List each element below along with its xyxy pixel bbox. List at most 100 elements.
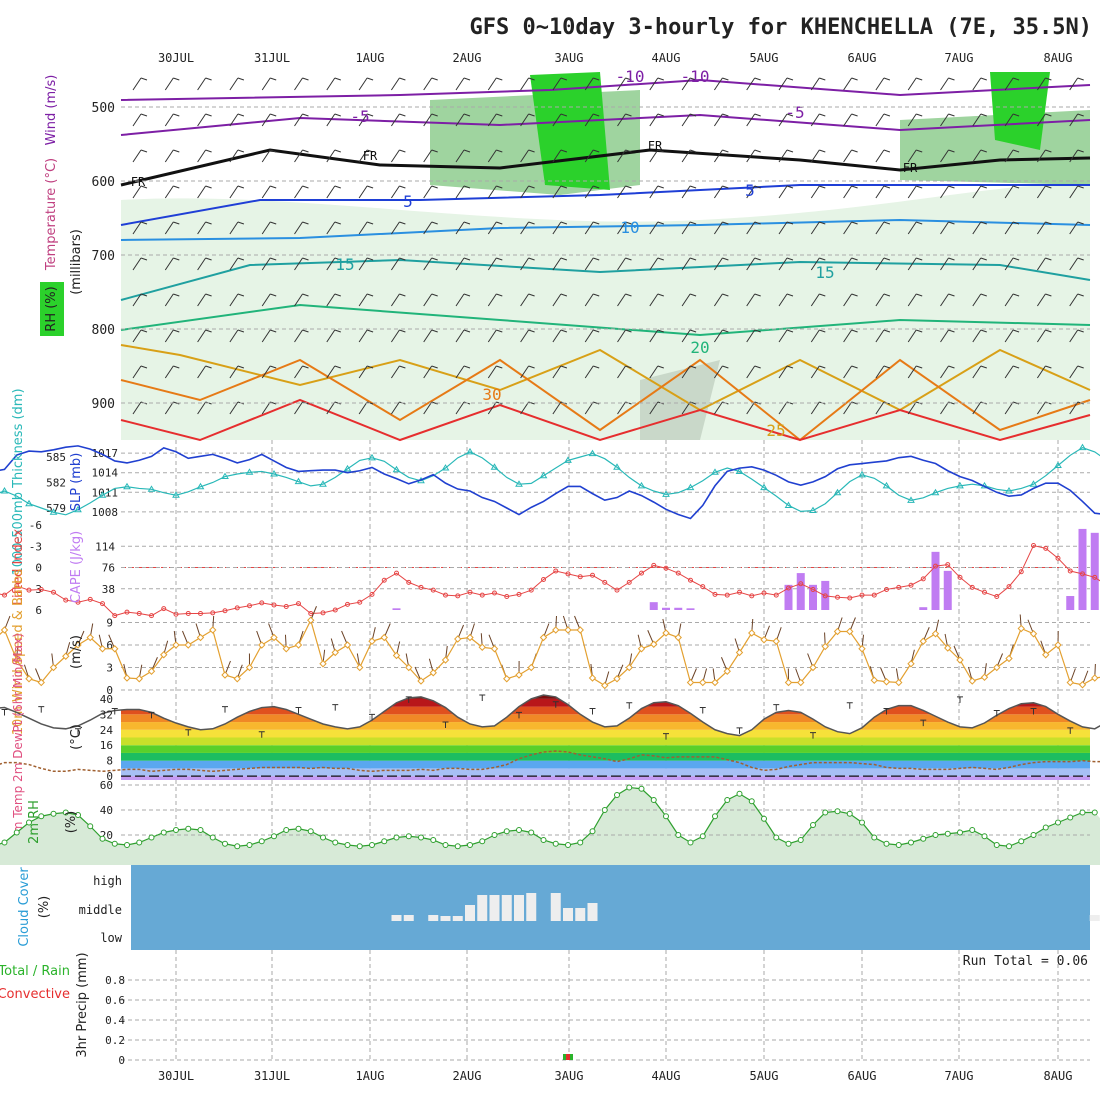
run-total-label: Run Total = 0.06 [963,954,1088,969]
rh-marker [797,837,804,843]
wind-barb [455,365,471,379]
minmax-marker [846,702,853,709]
wind-barb [294,221,309,235]
wind-barb [390,221,406,235]
wind-barb [649,221,664,235]
lifted-marker [234,605,240,611]
rh-marker [516,827,522,833]
wind-barb [810,149,826,163]
lifted-marker [786,585,791,591]
wind-barb [423,257,438,271]
wind-speed-marker [233,675,241,683]
wind-barb [617,365,632,379]
wind-barb [487,77,503,91]
wind-barb [907,329,923,343]
slp-tick-label: 1008 [92,506,119,519]
wind-speed-marker [821,642,829,651]
cloud-tick-label: low [100,931,122,945]
slp-line [0,445,1100,520]
contour-label: FR [363,149,378,163]
thickness-marker [392,465,401,473]
wind-barb [713,329,729,343]
wind-barb [972,293,987,307]
lifted-tick-label: 6 [35,604,42,617]
wind-speed-marker [1029,630,1038,638]
lifted-marker [639,570,644,576]
wind-barb [455,329,471,343]
wind-barb [164,257,180,271]
wind-barb [1069,185,1084,199]
rh-marker [124,842,130,848]
rh-marker [38,813,45,820]
wind-speed-marker [601,681,609,690]
wind-barb [520,221,535,235]
lifted-marker [259,600,265,606]
lifted-marker [332,607,338,613]
cloud-mid-bar [575,908,586,921]
thickness-marker [441,464,450,471]
wind-barb [649,149,664,163]
precip-tick-label: 0 [118,1054,125,1067]
lifted-marker [394,570,399,576]
wind-barb [843,257,858,271]
wind-barb [940,77,955,91]
lifted-marker [1006,584,1012,590]
wind-barb [197,185,212,199]
lifted-marker [859,592,865,598]
rh-marker [173,827,179,833]
wind-barb [1036,113,1052,127]
wind-barb [390,149,406,163]
wind-barb [261,221,277,235]
minmax-marker [442,721,449,729]
rh-marker [246,842,253,848]
wind-barb [487,113,503,127]
wind-barb [294,149,309,163]
wind-speed-marker [944,644,952,652]
minmax-marker [699,707,706,714]
isotherm-line [120,218,1091,241]
isotherm-line [120,398,1091,442]
wind-barb [197,293,212,307]
wind-barb [455,77,471,91]
wind-barb [294,329,309,343]
lifted-marker [773,592,779,598]
cloud-mid-bar [526,893,537,921]
minmax-marker [589,708,596,715]
minmax-marker [75,728,81,735]
wind-barb [132,113,148,127]
thickness-marker [735,467,744,474]
rh-marker [75,812,81,818]
wind-barb [746,221,761,235]
wind-barb [455,185,471,199]
wind-barb [132,329,148,343]
wind-barb [294,77,309,91]
wind-barb [746,149,761,163]
wind-speed-marker [307,616,315,624]
wind-barb [940,329,955,343]
wind-barb [520,401,535,415]
wind-speed-marker [282,645,290,653]
rh-marker [920,835,927,842]
minmax-marker [1030,708,1037,715]
temp-unit-label: (°C) [69,724,84,750]
wind-barb [1004,185,1020,199]
wind-barb [681,293,697,307]
wind-axis-label: Wind (m/s) [44,75,59,146]
wind-speed-marker [466,633,474,642]
wind-speed-marker [993,663,1001,672]
rh-marker [430,837,437,843]
lifted-marker [381,577,387,583]
rh-marker [491,832,498,838]
minmax-marker [920,719,927,727]
lifted-marker [63,597,69,603]
wind-speed-marker [343,641,352,649]
wind-speed-marker [356,663,364,672]
thickness-marker [515,480,523,487]
lifted-marker [675,570,681,576]
wind-barb [1004,149,1020,163]
wind-barb [843,77,858,91]
lifted-marker [149,613,154,619]
wind-barb [746,113,761,127]
wind-barb [1036,221,1052,235]
